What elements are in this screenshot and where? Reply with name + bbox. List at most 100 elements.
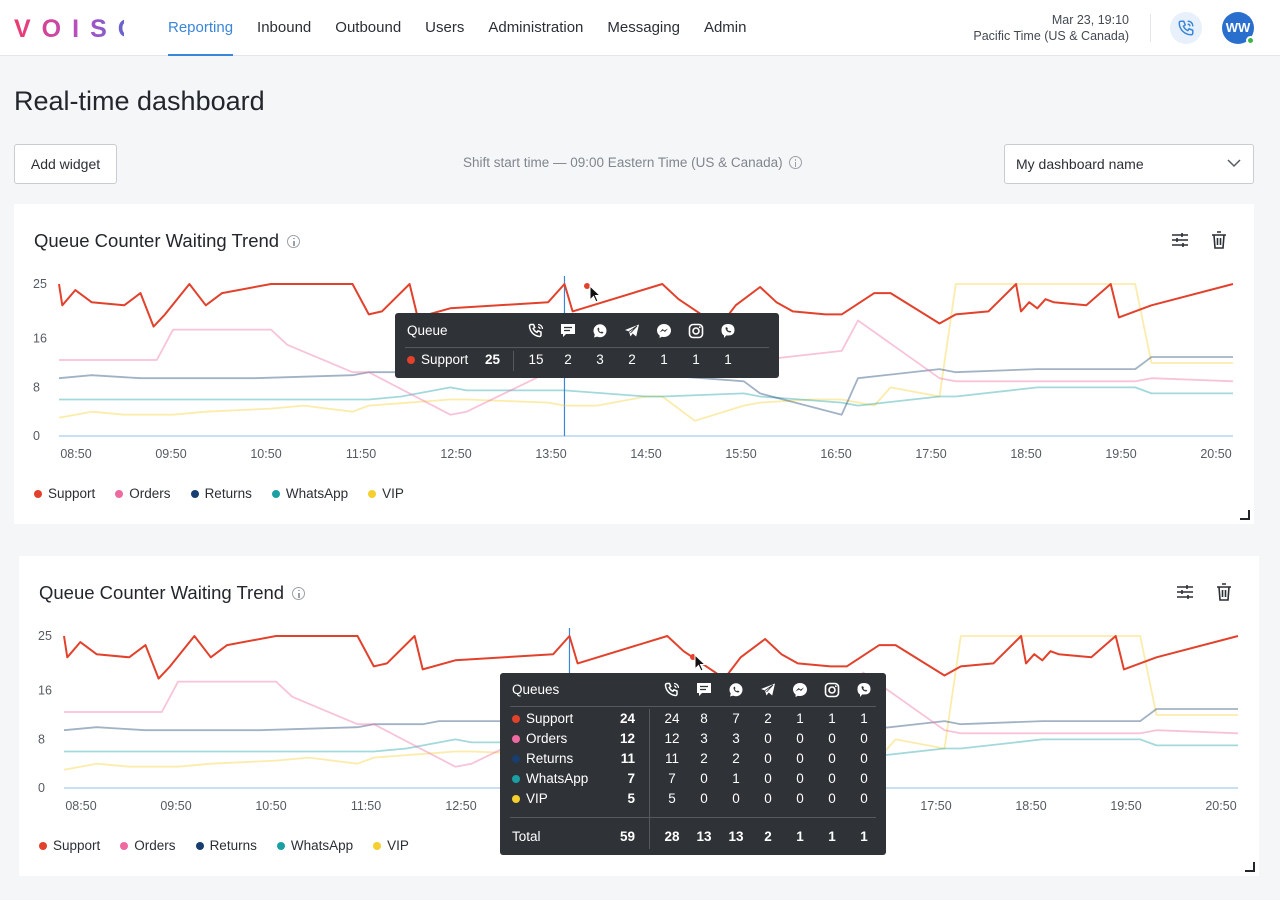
series-dot (512, 774, 520, 783)
y-tick-label: 0 (33, 429, 40, 443)
legend-dot (190, 489, 199, 498)
tooltip-row-label: Support (407, 352, 468, 367)
main-nav: Reporting Inbound Outbound Users Adminis… (156, 0, 758, 56)
settings-button[interactable] (1168, 228, 1192, 252)
delete-button[interactable] (1212, 580, 1236, 604)
channel-value: 0 (860, 771, 868, 786)
softphone-button[interactable] (1170, 12, 1202, 44)
series-dot (407, 355, 415, 364)
total-value: 28 (664, 829, 680, 844)
phone-icon (664, 682, 680, 697)
legend-label: Returns (209, 838, 257, 853)
y-tick-label: 8 (38, 732, 45, 746)
channel-value: 0 (860, 731, 868, 746)
top-bar: VOISO Reporting Inbound Outbound Users A… (0, 0, 1280, 56)
tooltip-row-label: Orders (512, 731, 567, 746)
legend-dot (34, 489, 42, 498)
legend-item-support[interactable]: Support (34, 486, 95, 501)
nav-reporting[interactable]: Reporting (156, 0, 245, 56)
resize-handle[interactable] (1240, 510, 1250, 520)
channel-value: 0 (700, 791, 708, 806)
total-value: 2 (764, 829, 772, 844)
channel-header (695, 681, 713, 699)
legend-item-support[interactable]: Support (39, 838, 100, 853)
legend-item-vip[interactable]: VIP (373, 838, 409, 853)
channel-value: 3 (732, 731, 740, 746)
dashboard-select[interactable]: My dashboard name (1004, 144, 1254, 184)
legend-label: Support (53, 838, 101, 853)
settings-button[interactable] (1173, 580, 1197, 604)
legend-item-returns[interactable]: Returns (195, 838, 257, 853)
channel-header (759, 681, 777, 699)
row-total: 5 (627, 791, 635, 806)
nav-admin[interactable]: Admin (703, 19, 747, 36)
channel-value: 1 (860, 711, 868, 726)
widget-title: Queue Counter Waiting Trend (34, 230, 301, 252)
legend-item-whatsapp[interactable]: WhatsApp (271, 486, 348, 501)
viber-icon (857, 683, 871, 697)
info-icon[interactable] (287, 234, 301, 248)
series-line-support (58, 283, 1234, 328)
legend-dot (271, 489, 280, 498)
x-tick-label: 17:50 (915, 447, 946, 461)
x-tick-label: 20:50 (1200, 447, 1231, 461)
nav-outbound[interactable]: Outbound (335, 19, 402, 36)
y-tick-label: 8 (33, 380, 40, 394)
info-icon[interactable] (292, 586, 306, 600)
channel-header (655, 322, 673, 340)
channel-header (527, 322, 545, 340)
widget-title: Queue Counter Waiting Trend (39, 582, 306, 604)
x-tick-label: 12:50 (445, 799, 476, 813)
total-value: 1 (860, 829, 868, 844)
channel-value: 24 (664, 711, 680, 726)
x-tick-label: 10:50 (255, 799, 286, 813)
legend-item-returns[interactable]: Returns (190, 486, 252, 501)
channel-value: 0 (860, 791, 868, 806)
channel-value: 0 (828, 751, 836, 766)
channel-header (559, 322, 577, 340)
legend-item-orders[interactable]: Orders (120, 838, 176, 853)
telegram-icon (625, 324, 639, 337)
info-icon[interactable] (788, 156, 802, 169)
nav-users[interactable]: Users (425, 19, 465, 36)
resize-handle[interactable] (1245, 862, 1255, 872)
channel-value: 0 (732, 791, 740, 806)
voiso-logo[interactable]: VOISO (14, 13, 124, 43)
series-name: Orders (526, 731, 568, 746)
channel-value: 1 (828, 711, 836, 726)
total-label: Total (512, 829, 541, 844)
legend-label: VIP (387, 838, 409, 853)
series-name: Support (421, 352, 469, 367)
widget-title-text: Queue Counter Waiting Trend (39, 582, 285, 603)
legend-dot (276, 841, 285, 850)
row-total: 12 (619, 731, 635, 746)
x-tick-label: 19:50 (1110, 799, 1141, 813)
channel-value: 0 (796, 751, 804, 766)
hover-point (584, 283, 590, 289)
total-value: 13 (728, 829, 744, 844)
delete-button[interactable] (1207, 228, 1231, 252)
channel-header (855, 681, 873, 699)
add-widget-button[interactable]: Add widget (14, 144, 117, 184)
series-name: Returns (526, 751, 574, 766)
divider (510, 706, 876, 707)
phone-icon (528, 323, 544, 338)
nav-inbound[interactable]: Inbound (257, 19, 312, 36)
channel-value: 0 (796, 791, 804, 806)
channel-value: 11 (664, 751, 679, 766)
x-tick-label: 16:50 (820, 447, 851, 461)
row-total: 11 (620, 751, 635, 766)
legend-item-whatsapp[interactable]: WhatsApp (276, 838, 353, 853)
avatar[interactable]: WW (1222, 12, 1254, 44)
y-tick-label: 16 (33, 332, 47, 346)
channel-value: 0 (828, 791, 836, 806)
legend-item-orders[interactable]: Orders (115, 486, 171, 501)
channel-value: 0 (860, 751, 868, 766)
nav-messaging[interactable]: Messaging (607, 19, 680, 36)
row-total: 7 (627, 771, 635, 786)
channel-value: 5 (668, 791, 676, 806)
legend-item-vip[interactable]: VIP (368, 486, 404, 501)
legend-dot (195, 841, 204, 850)
nav-administration[interactable]: Administration (488, 19, 584, 36)
row-total: 24 (619, 711, 635, 726)
